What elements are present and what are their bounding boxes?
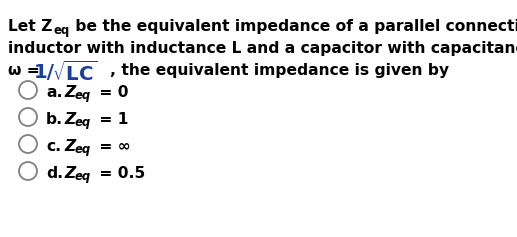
Text: Z: Z xyxy=(64,112,75,127)
Text: be the equivalent impedance of a parallel connection of an: be the equivalent impedance of a paralle… xyxy=(70,19,517,34)
Text: c.: c. xyxy=(46,139,61,154)
Text: inductor with inductance L and a capacitor with capacitance C. At: inductor with inductance L and a capacit… xyxy=(8,41,517,56)
Text: 1/: 1/ xyxy=(34,63,55,82)
Text: b.: b. xyxy=(46,112,63,127)
Text: = 0: = 0 xyxy=(94,85,129,100)
Text: , the equivalent impedance is given by: , the equivalent impedance is given by xyxy=(110,63,449,78)
Text: Z: Z xyxy=(64,139,75,154)
Text: eq: eq xyxy=(75,89,91,102)
Text: Z: Z xyxy=(64,166,75,181)
Text: d.: d. xyxy=(46,166,63,181)
Text: a.: a. xyxy=(46,85,63,100)
Text: ω =: ω = xyxy=(8,63,45,78)
Text: eq: eq xyxy=(75,170,91,183)
Text: = ∞: = ∞ xyxy=(94,139,131,154)
Text: Let Z: Let Z xyxy=(8,19,53,34)
Text: eq: eq xyxy=(54,24,70,37)
Text: = 1: = 1 xyxy=(94,112,129,127)
Text: = 0.5: = 0.5 xyxy=(94,166,145,181)
Text: eq: eq xyxy=(75,143,91,156)
Text: $\mathbf{\sqrt{LC}}$: $\mathbf{\sqrt{LC}}$ xyxy=(52,61,97,85)
Text: Z: Z xyxy=(64,85,75,100)
Text: eq: eq xyxy=(75,116,91,129)
